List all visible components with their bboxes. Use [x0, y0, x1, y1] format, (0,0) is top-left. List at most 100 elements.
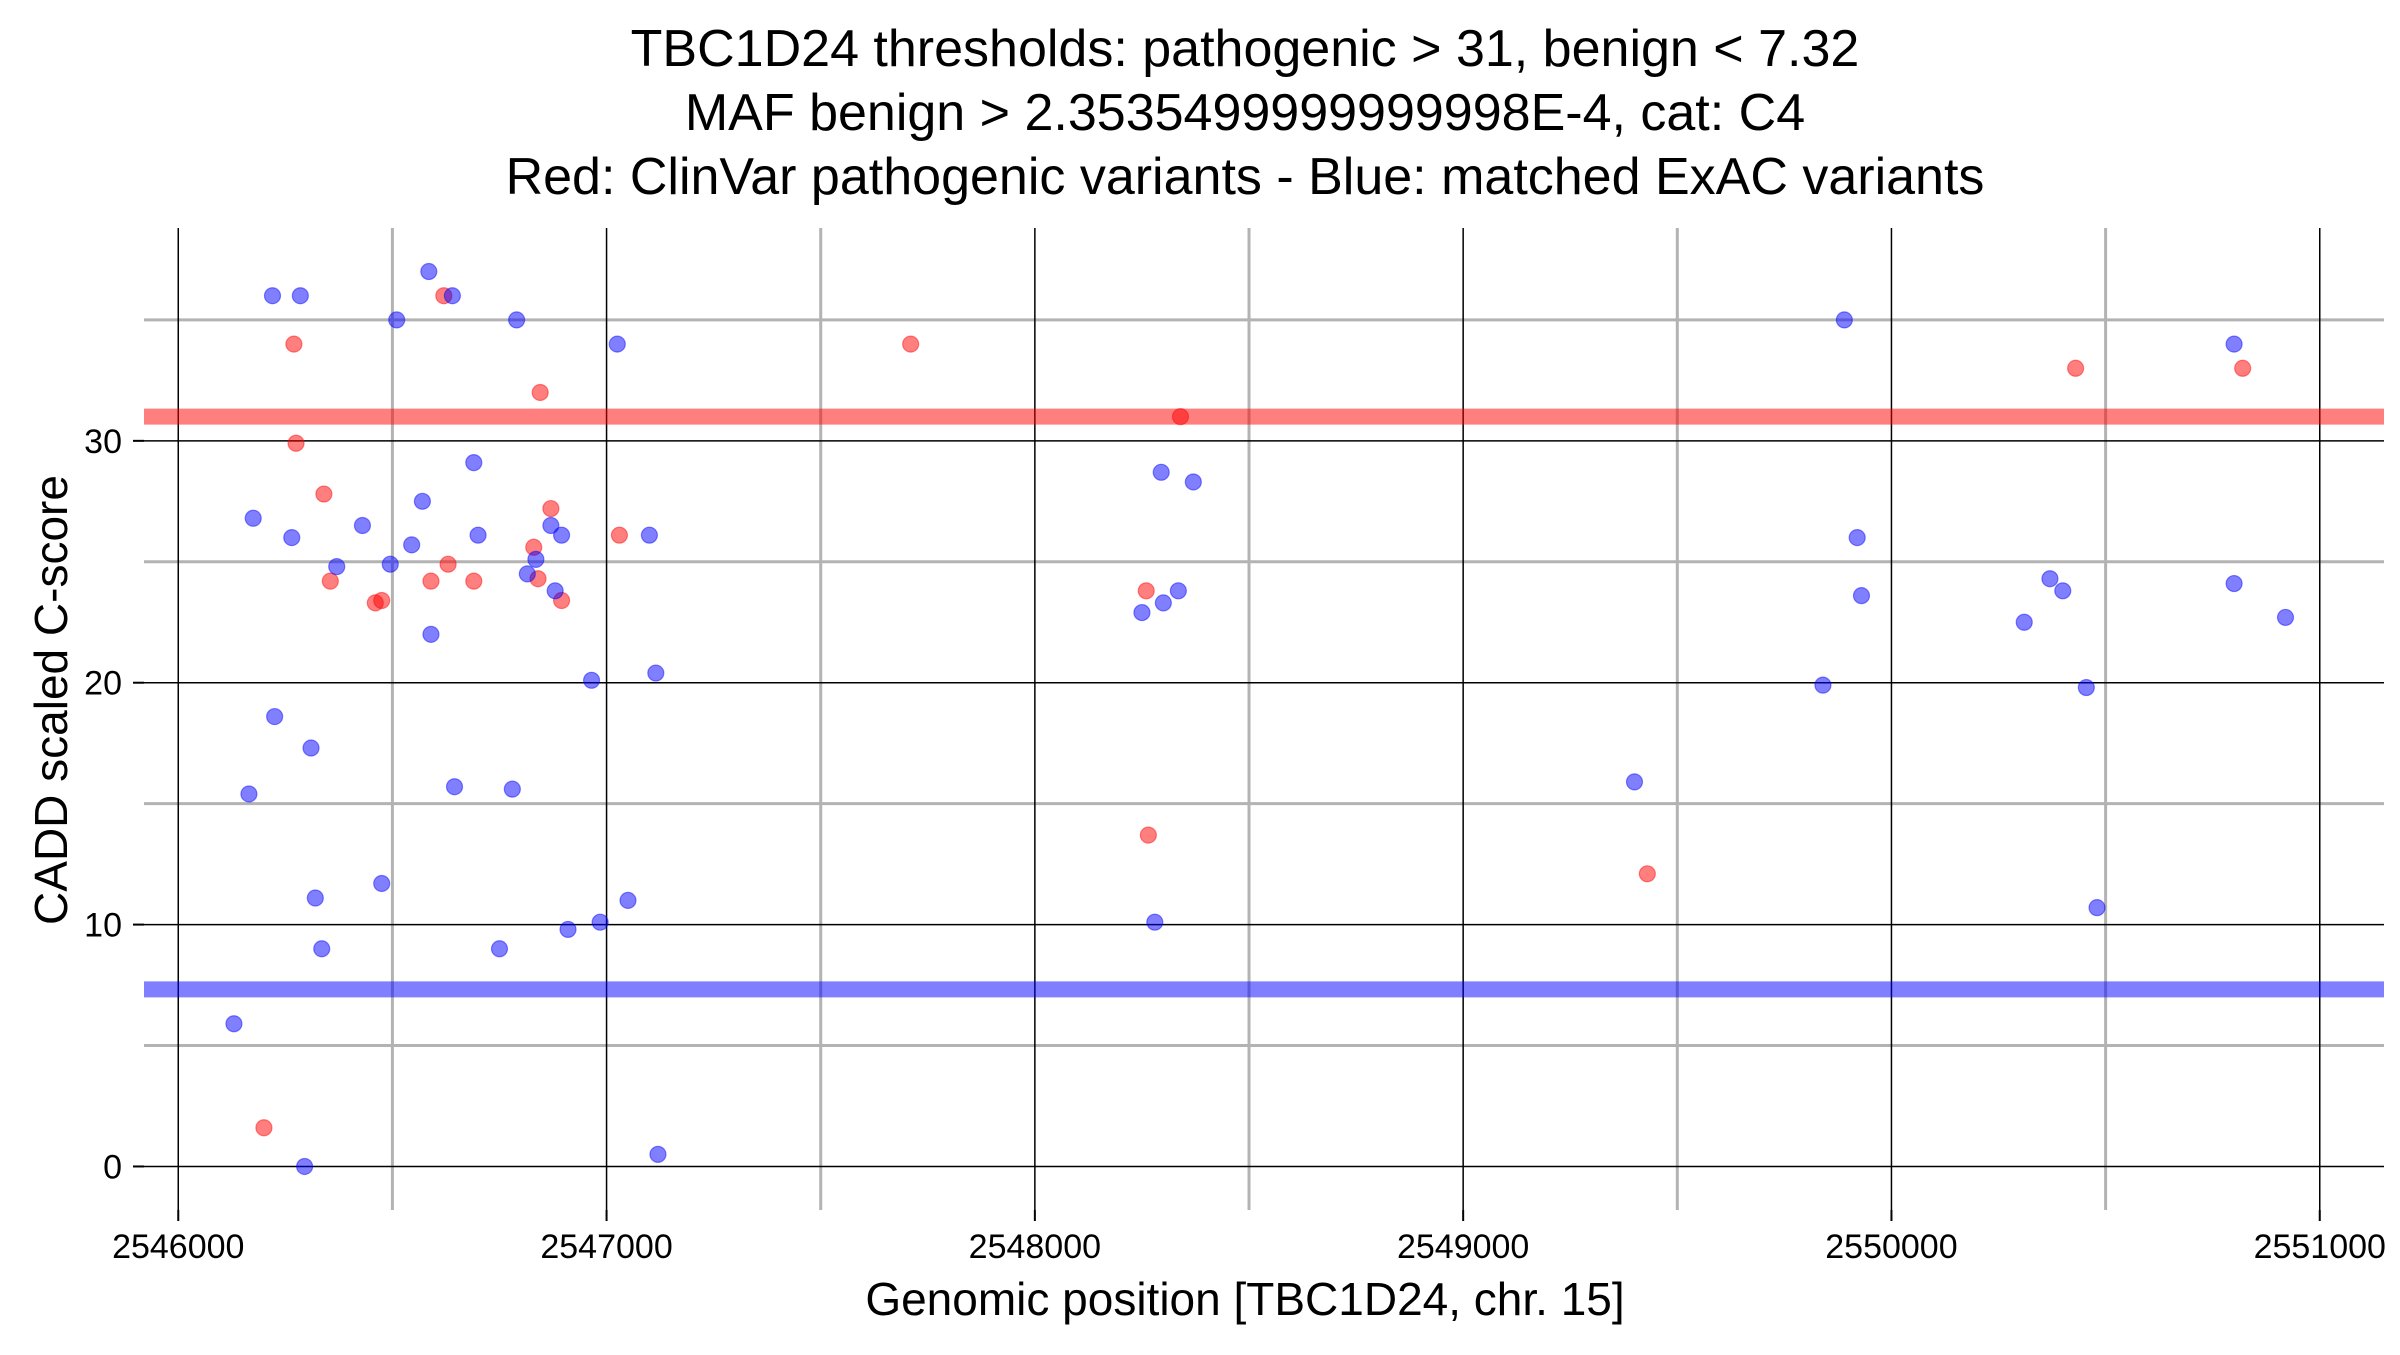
data-point: [285, 335, 303, 353]
x-tick-label: 2547000: [540, 1228, 672, 1266]
data-point: [1625, 773, 1644, 791]
x-tick-label: 2550000: [1825, 1228, 1957, 1266]
data-point: [1852, 587, 1871, 605]
data-point: [619, 891, 637, 910]
data-point: [542, 499, 560, 518]
title-line-1: TBC1D24 thresholds: pathogenic > 31, ben…: [631, 20, 1860, 78]
data-point: [381, 555, 399, 573]
data-point: [608, 335, 626, 353]
data-point: [439, 555, 457, 573]
series-clinvar: [255, 287, 2252, 1137]
data-point: [2077, 678, 2095, 697]
data-point: [2225, 574, 2243, 593]
data-point: [2041, 570, 2059, 588]
data-point: [546, 582, 564, 600]
data-point: [420, 262, 438, 281]
data-point: [443, 287, 461, 305]
data-point: [640, 526, 658, 544]
y-tick-label: 20: [84, 665, 122, 703]
y-tick-label: 30: [84, 423, 122, 461]
data-points: [225, 262, 2295, 1176]
data-point: [2054, 582, 2072, 600]
data-point: [313, 940, 331, 958]
chart-title: TBC1D24 thresholds: pathogenic > 31, ben…: [506, 20, 1985, 206]
data-point: [490, 940, 509, 958]
data-point: [353, 516, 372, 535]
data-point: [306, 889, 324, 907]
data-point: [2067, 359, 2085, 377]
data-point: [1814, 676, 1832, 694]
x-tick-label: 2548000: [969, 1228, 1101, 1266]
x-axis-label: Genomic position [TBC1D24, chr. 15]: [865, 1273, 1624, 1325]
data-point: [2276, 608, 2295, 627]
data-point: [1154, 594, 1172, 612]
data-point: [465, 572, 483, 590]
data-point: [266, 707, 284, 726]
data-point: [1152, 463, 1170, 481]
x-tick-label: 2551000: [2254, 1228, 2386, 1266]
data-point: [240, 785, 258, 803]
data-point: [413, 492, 431, 510]
data-point: [445, 778, 464, 796]
data-point: [647, 664, 665, 682]
data-point: [2015, 613, 2033, 631]
data-point: [2225, 335, 2243, 353]
data-point: [283, 528, 301, 547]
data-point: [315, 485, 333, 503]
title-line-3: Red: ClinVar pathogenic variants - Blue:…: [506, 148, 1985, 206]
data-point: [591, 913, 609, 931]
data-point: [328, 558, 346, 576]
data-point: [465, 454, 483, 472]
data-point: [388, 311, 406, 329]
data-point: [649, 1145, 667, 1163]
data-point: [469, 526, 487, 544]
data-point: [403, 536, 421, 554]
data-point: [552, 526, 571, 544]
series-exac: [225, 262, 2295, 1176]
data-point: [1169, 582, 1187, 600]
y-tick-label: 10: [84, 907, 122, 945]
data-point: [508, 311, 526, 329]
y-axis-label: CADD scaled C-score: [25, 475, 77, 925]
title-line-2: MAF benign > 2.3535499999999998E-4, cat:…: [685, 84, 1805, 142]
data-point: [255, 1119, 273, 1137]
axes: 0 10 20 30 2546000 2547000 2548000 2549000 25500…: [84, 423, 2386, 1266]
data-point: [1137, 582, 1155, 600]
data-point: [902, 335, 920, 353]
grid: [144, 228, 2384, 1210]
data-point: [373, 591, 391, 610]
y-tick-label: 0: [103, 1148, 122, 1186]
data-point: [542, 516, 560, 535]
data-point: [1139, 826, 1157, 844]
data-point: [1133, 603, 1151, 622]
data-point: [2234, 359, 2252, 377]
data-point: [582, 671, 601, 689]
data-point: [263, 287, 282, 305]
data-point: [321, 572, 339, 590]
x-tick-label: 2549000: [1397, 1228, 1529, 1266]
data-point: [531, 383, 549, 402]
data-point: [296, 1157, 314, 1176]
data-point: [291, 287, 309, 305]
data-point: [2088, 899, 2106, 917]
data-point: [1638, 865, 1656, 883]
data-point: [244, 509, 262, 527]
data-point: [1146, 913, 1164, 931]
data-point: [1835, 311, 1853, 329]
data-point: [1184, 473, 1202, 491]
data-point: [527, 550, 545, 568]
x-tick-label: 2546000: [112, 1228, 244, 1266]
data-point: [503, 780, 521, 798]
data-point: [225, 1015, 243, 1033]
data-point: [518, 565, 536, 583]
data-point: [422, 625, 440, 643]
data-point: [1848, 528, 1866, 547]
data-point: [302, 739, 320, 757]
data-point: [559, 920, 577, 939]
data-point: [1171, 408, 1190, 426]
threshold-lines: [144, 408, 2384, 998]
data-point: [422, 572, 440, 590]
data-point: [287, 434, 305, 452]
